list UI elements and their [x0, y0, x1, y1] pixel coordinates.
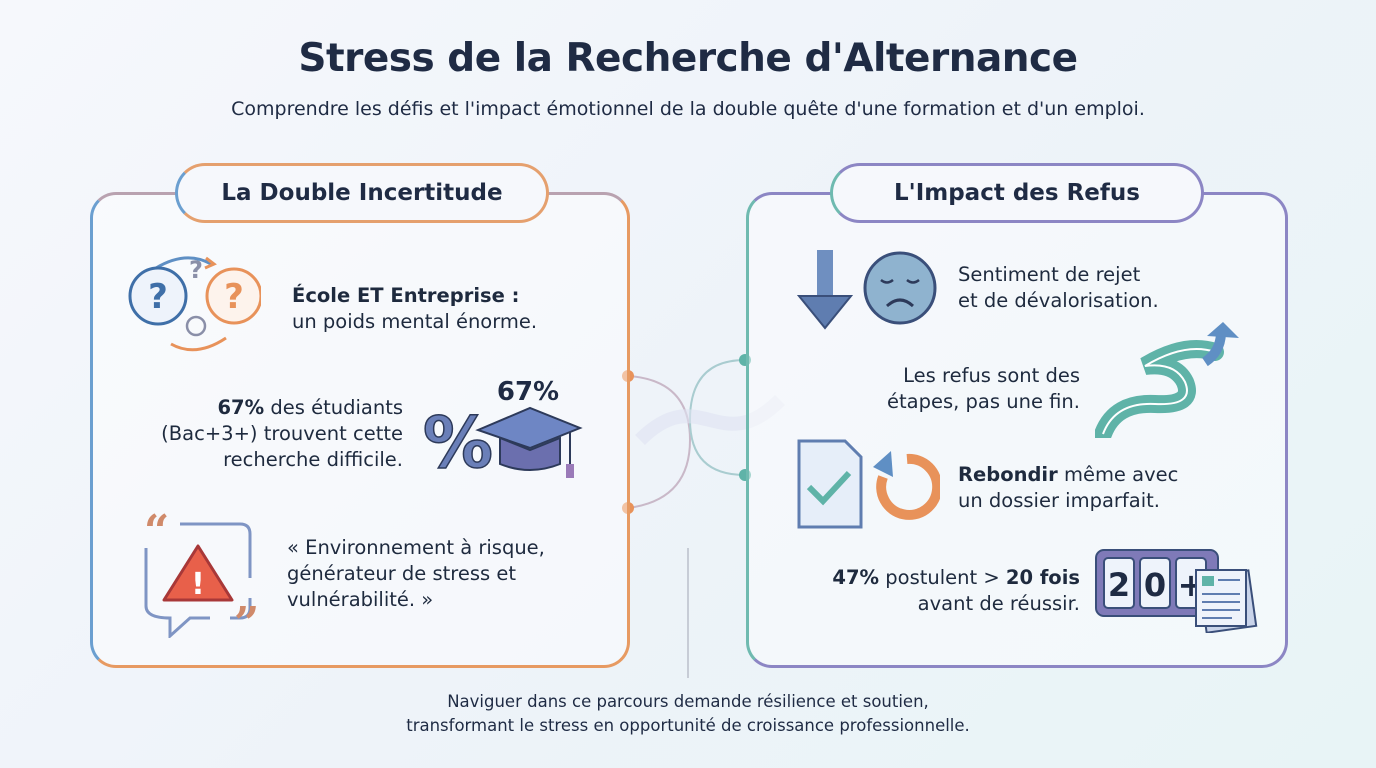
counter-digit: 0: [1144, 566, 1166, 604]
item-text: un dossier imparfait.: [958, 489, 1161, 512]
item-etapes: Les refus sont des étapes, pas une fin.: [830, 363, 1080, 415]
counter-20-plus-icon: 2 0 +: [1095, 549, 1258, 633]
sad-face-down-arrow-icon: [796, 250, 937, 330]
icon-label: 67%: [497, 377, 559, 407]
item-text: générateur de stress et: [287, 562, 517, 585]
item-text: étapes, pas une fin.: [887, 390, 1080, 413]
item-text: un poids mental énorme.: [292, 310, 538, 333]
document-check-retry-icon: [797, 439, 940, 529]
item-bold: 20 fois: [1005, 566, 1080, 589]
question-bubbles-icon: ? ? ?: [128, 256, 261, 352]
footer-line: Naviguer dans ce parcours demande résili…: [447, 692, 929, 711]
item-text: postulent >: [879, 566, 1006, 589]
item-text: même avec: [1057, 463, 1179, 486]
item-text: des étudiants: [264, 396, 403, 419]
item-text: et de dévalorisation.: [958, 289, 1159, 312]
item-text: Sentiment de rejet: [958, 263, 1141, 286]
item-67-percent: 67% des étudiants (Bac+3+) trouvent cett…: [150, 395, 403, 473]
graduation-percent-icon: % 67%: [422, 377, 583, 484]
winding-road-icon: [1095, 322, 1239, 438]
item-text: vulnérabilité. »: [287, 588, 434, 611]
item-text: (Bac+3+) trouvent cette: [161, 422, 403, 445]
svg-text:!: !: [191, 567, 205, 602]
item-bold: École ET Entreprise :: [292, 284, 520, 307]
svg-text:?: ?: [148, 277, 168, 317]
panel-title-right: L'Impact des Refus: [830, 163, 1204, 223]
item-text: « Environnement à risque,: [287, 536, 545, 559]
warning-quote-icon: “ ! ”: [144, 508, 259, 638]
item-bold: 67%: [217, 396, 265, 419]
item-text: recherche difficile.: [223, 448, 403, 471]
item-47-percent: 47% postulent > 20 fois avant de réussir…: [800, 565, 1080, 617]
svg-text:%: %: [423, 402, 493, 484]
svg-text:?: ?: [224, 277, 244, 317]
panel-title-left: La Double Incertitude: [175, 163, 549, 223]
item-quote: « Environnement à risque, générateur de …: [287, 535, 545, 613]
footer-line: transformant le stress en opportunité de…: [406, 716, 970, 735]
item-bold: Rebondir: [958, 463, 1058, 486]
counter-digit: 2: [1108, 566, 1130, 604]
svg-text:?: ?: [189, 256, 203, 284]
svg-text:“: “: [144, 508, 169, 557]
svg-text:”: ”: [234, 598, 259, 638]
item-ecole-entreprise: École ET Entreprise : un poids mental én…: [292, 283, 537, 335]
page-title: Stress de la Recherche d'Alternance: [298, 36, 1078, 81]
item-text: avant de réussir.: [917, 592, 1080, 615]
item-text: Les refus sont des: [903, 364, 1080, 387]
item-bold: 47%: [832, 566, 880, 589]
footer-text: Naviguer dans ce parcours demande résili…: [0, 690, 1376, 738]
page-subtitle: Comprendre les défis et l'impact émotion…: [231, 98, 1145, 120]
item-rebondir: Rebondir même avec un dossier imparfait.: [958, 462, 1178, 514]
item-rejet: Sentiment de rejet et de dévalorisation.: [958, 262, 1159, 314]
